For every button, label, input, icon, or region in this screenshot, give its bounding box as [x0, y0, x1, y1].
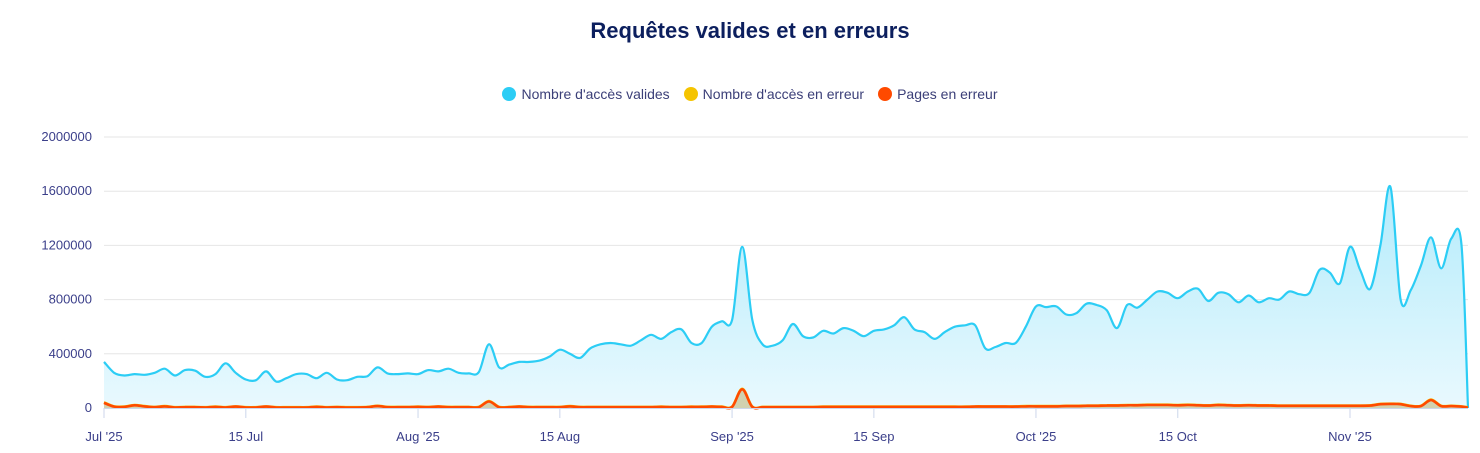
y-tick-label: 2000000	[41, 129, 92, 144]
series-line-2	[103, 388, 1469, 410]
series-line-0	[103, 185, 1470, 409]
x-tick-label: 15 Oct	[1159, 429, 1198, 444]
legend-dot-icon	[502, 87, 517, 101]
legend-dot-icon	[878, 87, 893, 101]
chart-title: Requêtes valides et en erreurs	[590, 18, 910, 43]
y-tick-label: 400000	[49, 346, 92, 361]
y-tick-label: 800000	[49, 292, 92, 307]
x-tick-label: 15 Sep	[853, 429, 894, 444]
legend-item-page-errors[interactable]: Pages en erreur	[878, 86, 998, 102]
series-area-0	[104, 186, 1468, 408]
x-tick-label: 15 Jul	[228, 429, 263, 444]
x-tick-label: Oct '25	[1016, 429, 1057, 444]
legend-item-errors[interactable]: Nombre d'accès en erreur	[683, 86, 865, 102]
legend: Nombre d'accès valides Nombre d'accès en…	[0, 86, 1480, 102]
x-tick-label: Nov '25	[1328, 429, 1372, 444]
x-tick-label: 15 Aug	[540, 429, 581, 444]
legend-dot-icon	[683, 87, 698, 101]
legend-label: Pages en erreur	[897, 86, 998, 102]
y-tick-label: 0	[85, 400, 92, 415]
y-tick-label: 1600000	[41, 183, 92, 198]
x-tick-label: Sep '25	[710, 429, 754, 444]
y-tick-label: 1200000	[41, 237, 92, 252]
x-tick-label: Jul '25	[85, 429, 122, 444]
legend-label: Nombre d'accès en erreur	[702, 86, 865, 102]
legend-item-valid[interactable]: Nombre d'accès valides	[502, 86, 670, 102]
legend-label: Nombre d'accès valides	[521, 86, 670, 102]
x-tick-label: Aug '25	[396, 429, 440, 444]
